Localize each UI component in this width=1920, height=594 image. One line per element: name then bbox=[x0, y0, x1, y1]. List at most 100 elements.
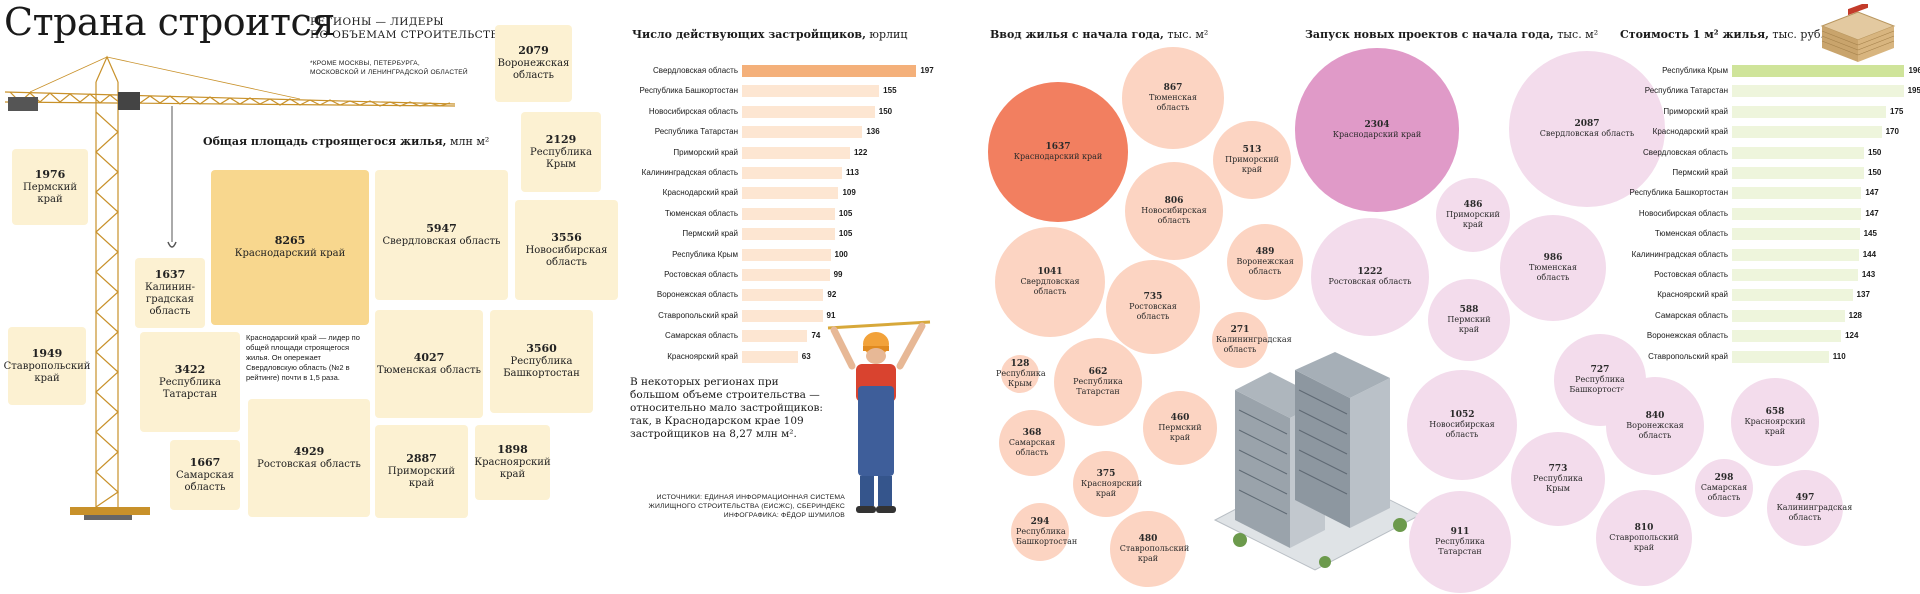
bubble-label: Новосибирская область bbox=[1141, 205, 1207, 225]
treemap-tile: 1637 Калинин-градская область bbox=[135, 258, 205, 328]
bubble: 486 Приморский край bbox=[1435, 177, 1511, 253]
bubble-label: Ростовская область bbox=[1129, 301, 1177, 321]
bar bbox=[1732, 289, 1853, 302]
bar-value: 175 bbox=[1890, 106, 1904, 116]
bubble: 810 Ставропольский край bbox=[1595, 489, 1693, 587]
bubble-label: Самарская область bbox=[1700, 482, 1748, 502]
page-subtitle: РЕГИОНЫ — ЛИДЕРЫ ПО ОБЪЕМАМ СТРОИТЕЛЬСТВ… bbox=[310, 16, 513, 42]
bar bbox=[1732, 187, 1862, 200]
bubble-value: 271 bbox=[1230, 324, 1250, 335]
bubble-value: 1052 bbox=[1449, 409, 1475, 420]
bubble-label: Тюменская область bbox=[1149, 92, 1197, 112]
bar-label: Новосибирская область bbox=[648, 106, 738, 116]
bar-label: Ставропольский край bbox=[1648, 351, 1728, 361]
bar-value: 143 bbox=[1861, 270, 1876, 279]
bubble: 489 Воронежская область bbox=[1226, 223, 1304, 301]
treemap-tile-label: Республика Башкортостан bbox=[503, 356, 580, 379]
sources: ИСТОЧНИКИ: ЕДИНАЯ ИНФОРМАЦИОННАЯ СИСТЕМА… bbox=[630, 493, 845, 520]
bubble-value: 375 bbox=[1096, 468, 1116, 479]
bar bbox=[1732, 350, 1829, 363]
bubble: 513 Приморский край bbox=[1213, 121, 1291, 199]
area-note: Краснодарский край — лидер по общей площ… bbox=[246, 333, 360, 382]
bar-value: 124 bbox=[1845, 331, 1859, 341]
bubble-label: Калининградская область bbox=[1215, 334, 1292, 354]
treemap-tile-value: 1637 bbox=[154, 267, 186, 281]
treemap-tile-label: Тюменская область bbox=[377, 364, 481, 376]
bubble: 662 Республика Татарстан bbox=[1053, 337, 1143, 427]
bubble-value: 810 bbox=[1634, 522, 1654, 533]
treemap-tile-label: Калинин-градская область bbox=[144, 281, 196, 317]
treemap-tile-label: Ставропольский край bbox=[3, 360, 91, 384]
bar-value: 170 bbox=[1885, 127, 1899, 137]
bubble-label: Воронежская область bbox=[1626, 420, 1684, 440]
bar-label: Самарская область bbox=[664, 331, 738, 341]
cost-section-title: Стоимость 1 м² жилья, тыс. руб. bbox=[1620, 28, 1824, 41]
bars-section-title: Число действующих застройщиков, юрлиц bbox=[632, 28, 907, 41]
bubble-label: Новосибирская область bbox=[1429, 419, 1495, 439]
bar-value: 196 bbox=[1908, 66, 1920, 75]
bar bbox=[742, 350, 798, 363]
bars-section-text: В некоторых регионах при большом объеме … bbox=[630, 376, 823, 440]
bar bbox=[1732, 309, 1845, 322]
treemap-tile: 8265 Краснодарский край bbox=[211, 170, 369, 325]
bar bbox=[1732, 105, 1886, 118]
treemap-tile-value: 2887 bbox=[406, 452, 437, 465]
bar bbox=[742, 126, 863, 139]
bubble-label: Приморский край bbox=[1225, 154, 1279, 174]
bar bbox=[1732, 330, 1842, 343]
bubbles1-title: Ввод жилья с начала года, тыс. м² bbox=[990, 28, 1208, 41]
bar-label: Воронежская область bbox=[656, 290, 738, 300]
area-title-unit: млн м² bbox=[449, 135, 490, 148]
bars-title-text: Число действующих застройщиков, bbox=[632, 28, 866, 41]
bars-title-unit: юрлиц bbox=[869, 28, 908, 41]
bubble-value: 2304 bbox=[1364, 119, 1390, 130]
bubble-label: Ставропольский край bbox=[1609, 532, 1679, 552]
bubble-label: Калининградская область bbox=[1776, 502, 1853, 522]
bubble-value: 911 bbox=[1450, 526, 1470, 537]
bar-value: 137 bbox=[1856, 290, 1870, 300]
bar-value: 110 bbox=[1832, 351, 1846, 361]
bar-label: Приморский край bbox=[1663, 106, 1728, 116]
bar bbox=[1732, 65, 1905, 77]
bar-label: Пермский край bbox=[1672, 168, 1728, 177]
bar-label: Свердловская область bbox=[653, 66, 738, 75]
treemap-tile-label: Новосибирская область bbox=[525, 244, 608, 268]
bubble: 497 Калининградская область bbox=[1767, 470, 1853, 546]
bar bbox=[742, 330, 808, 343]
bubble: 867 Тюменская область bbox=[1122, 47, 1224, 149]
bubble-label: Ростовская область bbox=[1328, 276, 1412, 286]
bubble-label: Республика Крым bbox=[1533, 473, 1583, 493]
bubble-label: Самарская область bbox=[1008, 437, 1056, 457]
bubble-value: 840 bbox=[1645, 410, 1665, 421]
bar-value: 91 bbox=[826, 310, 836, 320]
bubble-label: Красноярский край bbox=[1744, 416, 1806, 436]
bubble-label: Тюменская область bbox=[1529, 262, 1577, 282]
treemap-tile-label: Самарская область bbox=[176, 469, 234, 493]
footnote-line: МОСКОВСКОЙ И ЛЕНИНГРАДСКОЙ ОБЛАСТЕЙ bbox=[310, 69, 468, 76]
bubble-value: 480 bbox=[1138, 533, 1158, 544]
bar-label: Красноярский край bbox=[1657, 290, 1728, 300]
treemap-tile-label: Республика Крым bbox=[529, 146, 593, 170]
treemap-tile-label: Краснодарский край bbox=[234, 248, 346, 259]
treemap-tile-value: 4027 bbox=[413, 350, 445, 364]
worker-illustration bbox=[827, 320, 931, 513]
treemap-tile-value: 3422 bbox=[174, 362, 206, 376]
treemap-tile-label: Свердловская область bbox=[382, 235, 501, 247]
treemap-tile-value: 1949 bbox=[31, 346, 63, 360]
building-illustration bbox=[1213, 352, 1422, 571]
bubble: 271 Калининградская область bbox=[1211, 311, 1292, 369]
bar-value: 100 bbox=[834, 249, 848, 259]
treemap-tile-value: 3556 bbox=[551, 230, 582, 244]
bar bbox=[742, 207, 835, 220]
bubble-label: Республика Крым bbox=[995, 368, 1046, 388]
treemap-tile-value: 5947 bbox=[426, 221, 457, 235]
bar bbox=[742, 228, 835, 241]
bar bbox=[1732, 126, 1882, 139]
treemap-tile: 1949 Ставропольский край bbox=[4, 327, 90, 405]
treemap-tile: 1976 Пермский край bbox=[12, 149, 88, 225]
bubble-value: 294 bbox=[1030, 516, 1050, 527]
bar-value: 109 bbox=[842, 188, 856, 198]
bubble: 1041 Свердловская область bbox=[994, 226, 1106, 338]
bubble-value: 658 bbox=[1765, 406, 1785, 417]
bar-value: 99 bbox=[833, 270, 843, 279]
